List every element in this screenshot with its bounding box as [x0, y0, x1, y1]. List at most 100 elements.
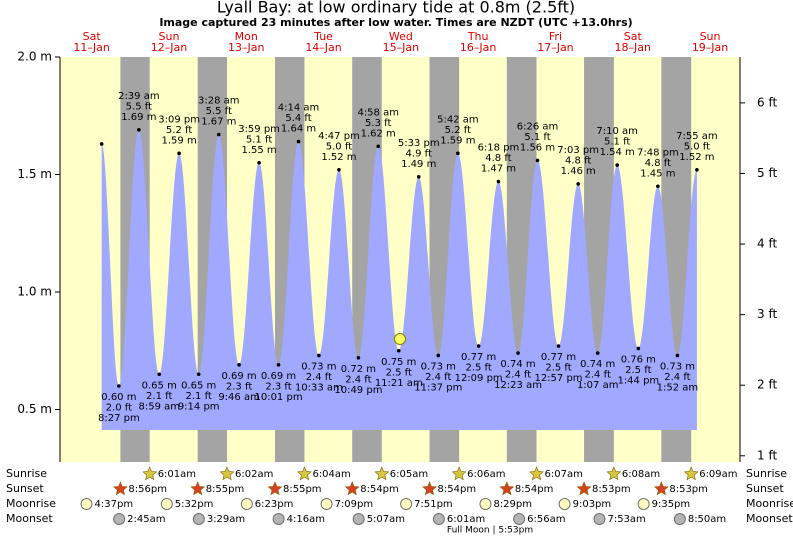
tide-label: 1.64 m	[281, 124, 316, 135]
tide-point	[196, 372, 201, 377]
tide-label: 2.4 ft	[585, 370, 611, 381]
tide-label: 0.72 m	[341, 364, 376, 375]
sun-icon	[683, 466, 699, 481]
tide-label: 1.54 m	[600, 147, 635, 158]
tide-label: 1.62 m	[361, 128, 396, 139]
tide-label: 4:47 pm	[318, 131, 360, 142]
moon-icon	[558, 498, 571, 510]
day-name: Sat	[624, 30, 643, 43]
y2-tick-label: 2 ft	[757, 378, 777, 392]
tide-point	[376, 144, 381, 149]
tide-label: 2:39 am	[118, 91, 160, 102]
tide-label: 12:57 pm	[534, 373, 582, 384]
tide-point	[396, 348, 401, 353]
event-time: 6:56am	[527, 514, 565, 525]
tide-point	[157, 372, 162, 377]
tide-label: 1.55 m	[241, 145, 276, 156]
tide-point	[476, 344, 481, 348]
sun-icon	[219, 466, 235, 481]
tide-point	[436, 353, 441, 358]
day-date: 14–Jan	[305, 41, 341, 54]
sun-icon	[344, 481, 360, 496]
tide-label: 8:59 am	[138, 401, 180, 412]
tide-label: 4.8 ft	[565, 155, 591, 166]
tide-label: 10:49 pm	[334, 385, 382, 396]
tide-point	[137, 128, 141, 132]
tide-label: 4.9 ft	[406, 148, 432, 159]
day-date: 13–Jan	[228, 41, 264, 54]
y-tick-label: 1.0 m	[17, 285, 52, 299]
tide-label: 2.4 ft	[505, 370, 531, 381]
tide-label: 5.2 ft	[445, 125, 471, 136]
day-date: 15–Jan	[383, 41, 419, 54]
tide-label: 9:46 am	[218, 392, 260, 403]
tide-label: 11:21 am	[375, 378, 423, 389]
event-time: 3:29am	[207, 514, 245, 525]
row-label: Sunrise	[746, 467, 787, 480]
tide-label: 2.4 ft	[664, 372, 690, 383]
tide-label: 2.5 ft	[625, 365, 651, 376]
y2-tick-label: 3 ft	[757, 307, 777, 321]
event-time: 8:50am	[688, 514, 726, 525]
tide-label: 1.59 m	[440, 135, 475, 146]
event-time: 5:07am	[367, 514, 405, 525]
tide-label: 1.67 m	[201, 117, 236, 128]
event-time: 9:03pm	[573, 499, 612, 510]
tide-label: 0.69 m	[221, 371, 256, 382]
day-date: 11–Jan	[73, 41, 109, 54]
tide-label: 5.0 ft	[326, 141, 352, 152]
sun-icon	[190, 481, 206, 496]
day-name: Sun	[700, 30, 721, 43]
tide-label: 1.49 m	[401, 159, 436, 170]
y2-tick-label: 6 ft	[757, 95, 777, 109]
day-date: 12–Jan	[151, 41, 187, 54]
event-time: 6:23pm	[255, 499, 294, 510]
tide-label: 0.76 m	[621, 354, 656, 365]
event-time: 8:56pm	[128, 484, 167, 495]
event-time: 8:55pm	[206, 484, 245, 495]
moon-icon	[320, 498, 333, 510]
tide-label: 0.73 m	[421, 361, 456, 372]
tide-point	[636, 346, 641, 351]
sun-icon	[113, 481, 128, 496]
event-time: 6:01am	[158, 469, 196, 480]
tide-label: 4:14 am	[278, 103, 320, 114]
tide-label: 0.65 m	[181, 380, 216, 391]
sun-icon	[297, 466, 312, 481]
tide-label: 1.69 m	[121, 112, 156, 123]
y2-tick-label: 1 ft	[757, 448, 777, 462]
row-label: Moonset	[746, 512, 793, 525]
tide-label: 2.5 ft	[545, 363, 571, 374]
tide-label: 5.0 ft	[684, 141, 710, 152]
tide-label: 9:14 pm	[178, 401, 220, 412]
moon-icon	[240, 498, 253, 510]
tide-label: 2.3 ft	[226, 381, 252, 392]
sun-icon	[606, 466, 622, 481]
tide-point	[257, 160, 261, 165]
sun-icon	[422, 481, 437, 496]
day-name: Mon	[235, 30, 258, 43]
chart-subtitle: Image captured 23 minutes after low wate…	[159, 16, 632, 29]
tide-point	[337, 168, 341, 172]
sun-icon	[451, 466, 467, 481]
tide-label: 5.1 ft	[524, 132, 550, 143]
tide-label: 3:09 pm	[158, 114, 200, 125]
tide-point	[496, 179, 501, 184]
moon-icon	[192, 513, 205, 525]
tide-point	[615, 163, 619, 167]
tide-label: 1.47 m	[481, 164, 516, 175]
tide-label: 1.46 m	[561, 166, 596, 177]
sun-icon	[267, 481, 283, 496]
event-time: 8:54pm	[360, 484, 399, 495]
row-label: Sunset	[6, 482, 44, 495]
tide-label: 11:37 pm	[414, 382, 462, 393]
event-time: 8:29pm	[493, 499, 532, 510]
tide-label: 4.8 ft	[485, 153, 511, 164]
tide-label: 0.77 m	[461, 352, 496, 363]
tide-label: 0.69 m	[261, 371, 296, 382]
tide-label: 10:33 am	[295, 382, 343, 393]
moon-icon	[160, 498, 173, 510]
tide-label: 2.0 ft	[106, 403, 132, 414]
tide-point	[535, 158, 540, 163]
